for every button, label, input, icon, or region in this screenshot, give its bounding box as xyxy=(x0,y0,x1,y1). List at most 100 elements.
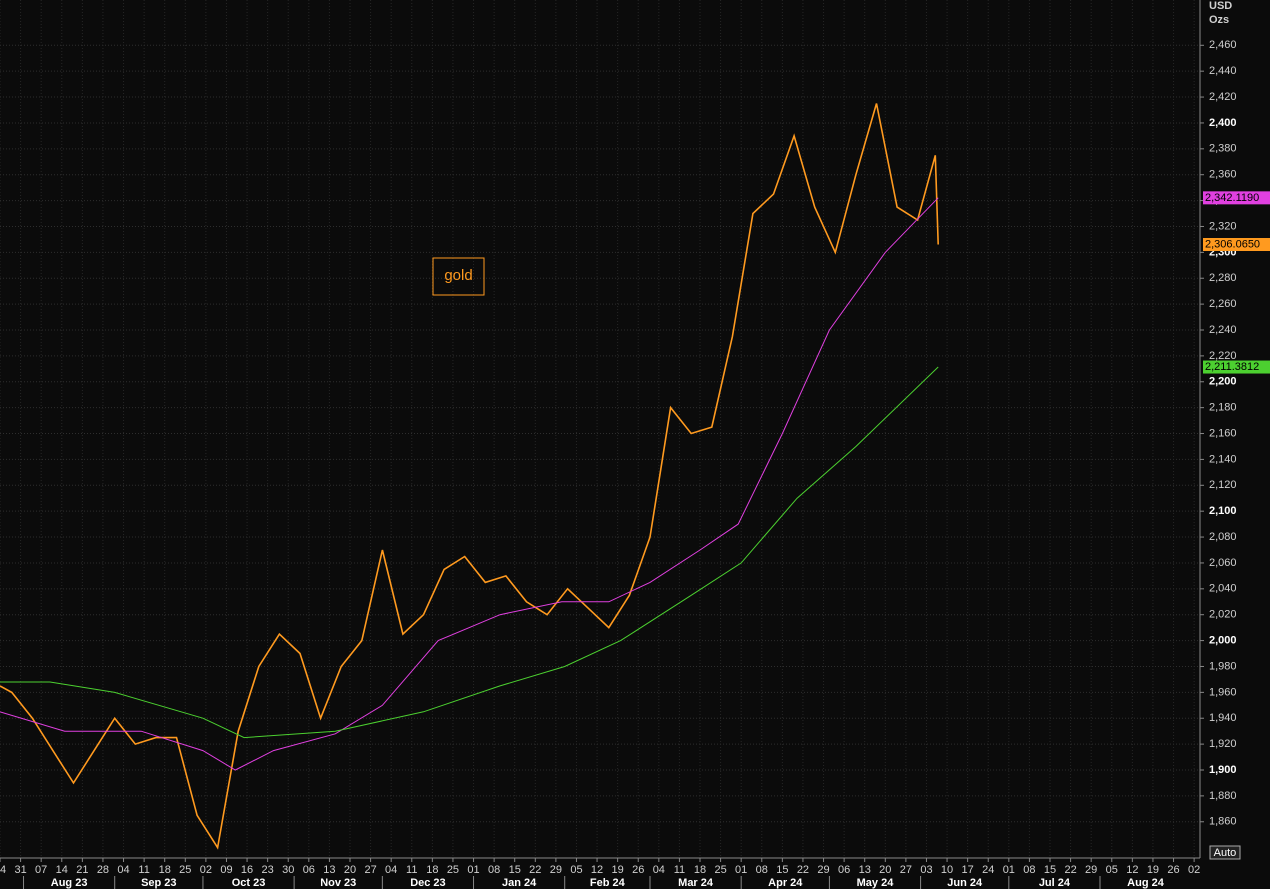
y-tick-label: 2,400 xyxy=(1209,117,1237,129)
y-tick-label: 2,380 xyxy=(1209,143,1237,155)
x-tick-label: 29 xyxy=(1085,864,1097,876)
grid xyxy=(0,0,1200,858)
month-label: Dec 23 xyxy=(410,877,445,889)
x-tick-label: 14 xyxy=(56,864,68,876)
x-tick-label: 25 xyxy=(179,864,191,876)
annotation: gold xyxy=(444,267,472,284)
month-label: Jul 24 xyxy=(1039,877,1071,889)
x-tick-label: 02 xyxy=(200,864,212,876)
x-tick-label: 25 xyxy=(714,864,726,876)
month-label: Jun 24 xyxy=(947,877,983,889)
x-tick-label: 02 xyxy=(1188,864,1200,876)
x-tick-label: 17 xyxy=(962,864,974,876)
month-label: Mar 24 xyxy=(678,877,714,889)
last-value-box xyxy=(1203,238,1270,252)
y-tick-label: 2,440 xyxy=(1209,65,1237,77)
y-tick-label: 2,200 xyxy=(1209,376,1237,388)
x-tick-label: 29 xyxy=(817,864,829,876)
x-tick-label: 11 xyxy=(138,864,149,876)
x-tick-label: 04 xyxy=(653,864,665,876)
x-tick-label: 12 xyxy=(1126,864,1138,876)
y-tick-label: 2,220 xyxy=(1209,350,1237,362)
y-tick-label: 2,100 xyxy=(1209,505,1237,517)
x-tick-label: 09 xyxy=(220,864,232,876)
month-label: Apr 24 xyxy=(768,877,803,889)
y-tick-label: 1,860 xyxy=(1209,816,1237,828)
axis-title: USD xyxy=(1209,0,1232,12)
x-tick-label: 29 xyxy=(550,864,562,876)
y-tick-label: 1,960 xyxy=(1209,686,1237,698)
y-tick-label: 2,140 xyxy=(1209,453,1237,465)
y-tick-label: 2,000 xyxy=(1209,634,1237,646)
y-tick-label: 2,060 xyxy=(1209,557,1237,569)
x-tick-label: 11 xyxy=(674,864,685,876)
x-tick-label: 24 xyxy=(982,864,994,876)
x-tick-label: 10 xyxy=(941,864,953,876)
plot-area xyxy=(0,103,939,850)
y-tick-label: 2,460 xyxy=(1209,39,1237,51)
annotation-box xyxy=(432,257,485,296)
x-tick-label: 01 xyxy=(1003,864,1015,876)
x-tick-label: 26 xyxy=(1167,864,1179,876)
month-label: Oct 23 xyxy=(232,877,266,889)
x-tick-label: 04 xyxy=(117,864,129,876)
y-tick-label: 2,020 xyxy=(1209,609,1237,621)
x-tick-label: 22 xyxy=(797,864,809,876)
x-tick-label: 20 xyxy=(344,864,356,876)
x-tick-label: 18 xyxy=(159,864,171,876)
x-tick-label: 19 xyxy=(1147,864,1159,876)
last-value-label: 2,306.0650 xyxy=(1205,238,1260,250)
y-tick-label: 1,900 xyxy=(1209,764,1237,776)
x-tick-label: 11 xyxy=(406,864,417,876)
x-tick-label: 25 xyxy=(447,864,459,876)
series-line xyxy=(0,197,939,771)
y-tick-label: 2,320 xyxy=(1209,220,1237,232)
y-tick-label: 2,280 xyxy=(1209,272,1237,284)
x-tick-label: 21 xyxy=(76,864,88,876)
last-value-box xyxy=(1203,360,1270,374)
y-tick-label: 2,160 xyxy=(1209,427,1237,439)
last-value-box xyxy=(1203,191,1270,205)
x-tick-label: 27 xyxy=(364,864,376,876)
x-tick-label: 15 xyxy=(776,864,788,876)
x-tick-label: 03 xyxy=(920,864,932,876)
y-tick-label: 2,080 xyxy=(1209,531,1237,543)
y-tick-label: 2,120 xyxy=(1209,479,1237,491)
x-tick-label: 08 xyxy=(488,864,500,876)
x-tick-label: 12 xyxy=(591,864,603,876)
x-tick-label: 05 xyxy=(570,864,582,876)
last-value-label: 2,211.3812 xyxy=(1205,361,1259,373)
auto-button-label[interactable]: Auto xyxy=(1214,847,1237,859)
auto-button[interactable] xyxy=(1209,845,1241,860)
x-tick-label: 15 xyxy=(1044,864,1056,876)
x-tick-label: 13 xyxy=(323,864,335,876)
x-tick-label: 18 xyxy=(694,864,706,876)
x-tick-label: 27 xyxy=(900,864,912,876)
y-tick-label: 2,240 xyxy=(1209,324,1237,336)
x-tick-label: 22 xyxy=(529,864,541,876)
x-tick-label: 08 xyxy=(1023,864,1035,876)
y-tick-label: 1,940 xyxy=(1209,712,1237,724)
y-tick-label: 2,260 xyxy=(1209,298,1237,310)
y-tick-label: 1,920 xyxy=(1209,738,1237,750)
x-tick-label: 16 xyxy=(241,864,253,876)
x-tick-label: 01 xyxy=(735,864,747,876)
axis-title: Ozs xyxy=(1209,14,1229,26)
x-tick-label: 08 xyxy=(756,864,768,876)
y-tick-label: 1,980 xyxy=(1209,660,1237,672)
x-tick-label: 24 xyxy=(0,864,6,876)
x-tick-label: 06 xyxy=(838,864,850,876)
x-tick-label: 30 xyxy=(282,864,294,876)
x-tick-label: 20 xyxy=(879,864,891,876)
x-tick-label: 19 xyxy=(612,864,624,876)
y-tick-label: 1,880 xyxy=(1209,790,1237,802)
x-tick-label: 13 xyxy=(859,864,871,876)
x-tick-label: 28 xyxy=(97,864,109,876)
series-line xyxy=(0,366,939,739)
x-tick-label: 04 xyxy=(385,864,397,876)
month-label: Aug 23 xyxy=(51,877,88,889)
x-tick-label: 05 xyxy=(1106,864,1118,876)
month-label: Sep 23 xyxy=(141,877,176,889)
